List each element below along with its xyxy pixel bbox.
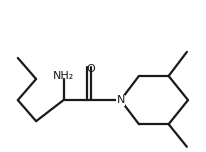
Text: O: O [86, 64, 95, 74]
Text: NH₂: NH₂ [53, 71, 74, 81]
Text: N: N [116, 95, 124, 105]
